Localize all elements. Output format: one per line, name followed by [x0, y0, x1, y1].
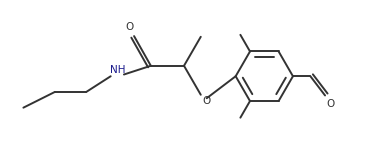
Text: O: O — [202, 96, 210, 106]
Text: O: O — [125, 22, 134, 32]
Text: NH: NH — [110, 65, 125, 75]
Text: O: O — [327, 99, 335, 109]
